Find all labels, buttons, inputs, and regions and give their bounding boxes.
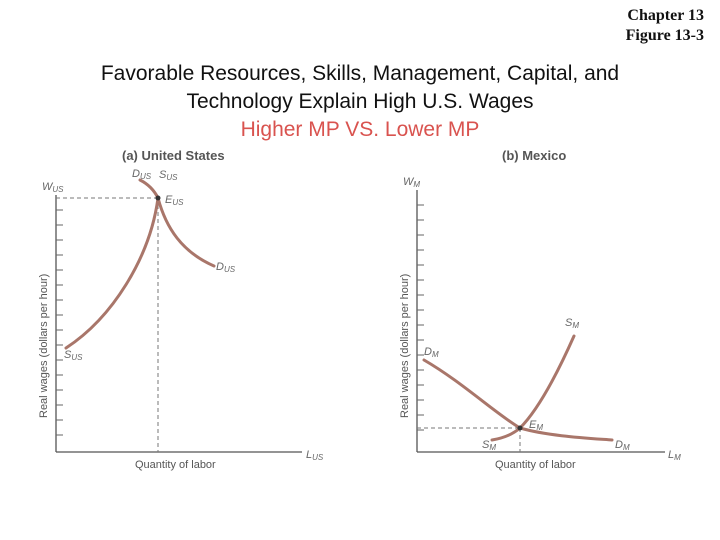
- panel-b-equilibrium-label: EM: [529, 419, 543, 432]
- panel-a-y-ticks: [56, 209, 63, 436]
- panel-b-supply-label: SM: [482, 439, 496, 452]
- panel-b-x-end-label: LM: [668, 449, 681, 462]
- panel-b-x-axis-label: Quantity of labor: [495, 459, 576, 471]
- panel-a-supply-label: SUS: [64, 349, 83, 362]
- title-line-3: Higher MP VS. Lower MP: [240, 118, 480, 141]
- panel-united-states: (a) United States: [38, 148, 324, 471]
- panel-a-title: (a) United States: [122, 148, 225, 163]
- panel-b-wage-label: WM: [403, 176, 420, 189]
- panel-b-supply-curve: [490, 334, 576, 442]
- panel-a-supply-curve: [64, 196, 160, 350]
- panel-b-y-ticks: [417, 204, 424, 431]
- panel-a-demand-top-label: DUS: [132, 168, 152, 181]
- panel-a-x-axis-label: Quantity of labor: [135, 459, 216, 471]
- slide-title: Favorable Resources, Skills, Management,…: [0, 60, 720, 144]
- panel-mexico: (b) Mexico: [399, 148, 681, 471]
- panel-b-demand-top-label: DM: [424, 346, 439, 359]
- panel-a-y-axis-label: Real wages (dollars per hour): [38, 274, 50, 418]
- panel-a-x-end-label: LUS: [306, 449, 324, 462]
- panel-a-equilibrium-point: [155, 195, 161, 201]
- title-line-1: Favorable Resources, Skills, Management,…: [100, 62, 620, 85]
- chapter-number: Chapter 13: [627, 7, 704, 24]
- panel-a-equilibrium-label: EUS: [165, 194, 184, 207]
- panel-a-demand-curve: [138, 178, 216, 268]
- panel-b-equilibrium-point: [517, 425, 523, 431]
- figure-number: Figure 13-3: [625, 27, 704, 44]
- panel-b-supply-top-label: SM: [565, 317, 579, 330]
- panel-b-y-axis-label: Real wages (dollars per hour): [399, 274, 411, 418]
- panel-a-supply-top-label: SUS: [159, 169, 178, 182]
- panel-b-demand-label: DM: [615, 439, 630, 452]
- chapter-label: Chapter 13 Figure 13-3: [626, 6, 704, 46]
- panel-a-wage-label: WUS: [42, 181, 64, 194]
- title-line-2: Technology Explain High U.S. Wages: [186, 90, 534, 113]
- panel-b-title: (b) Mexico: [502, 148, 566, 163]
- panel-a-demand-label: DUS: [216, 261, 236, 274]
